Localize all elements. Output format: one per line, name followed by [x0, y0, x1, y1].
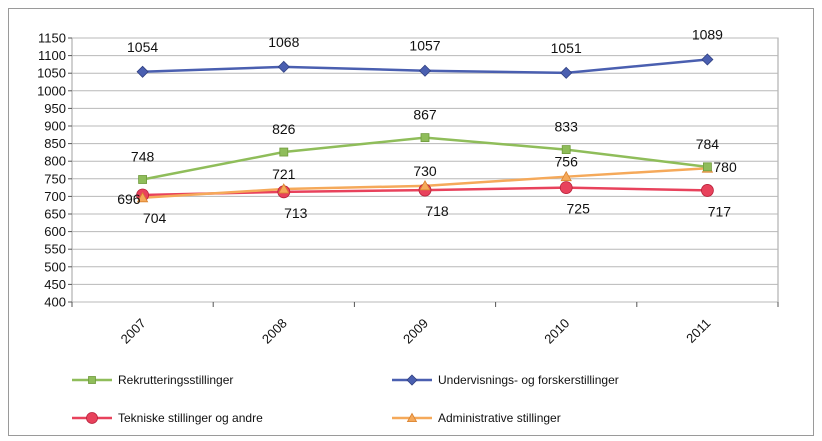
data-label: 725: [567, 201, 591, 217]
x-tick-label: 2009: [400, 316, 431, 347]
data-label: 867: [413, 107, 437, 123]
x-tick-label: 2010: [541, 316, 572, 347]
data-label: 784: [696, 136, 720, 152]
legend-marker: [86, 412, 98, 424]
y-tick-label: 1100: [38, 48, 66, 63]
data-label: 748: [131, 149, 155, 165]
y-tick-label: 500: [44, 259, 66, 274]
y-tick-label: 1050: [37, 66, 66, 81]
data-point: [701, 53, 714, 66]
y-tick-label: 900: [44, 119, 66, 134]
data-label: 717: [708, 203, 732, 219]
data-label: 1057: [409, 38, 440, 54]
data-label: 713: [284, 205, 308, 221]
legend-label: Tekniske stillinger og andre: [118, 411, 263, 425]
y-tick-label: 1000: [37, 83, 66, 98]
data-point: [560, 170, 572, 182]
data-point: [559, 181, 573, 195]
data-label: 730: [413, 163, 437, 179]
data-label: 833: [555, 119, 579, 135]
data-point: [560, 66, 573, 79]
y-tick-label: 950: [44, 101, 66, 116]
data-label: 718: [425, 203, 449, 219]
data-point: [277, 60, 290, 73]
legend-marker: [406, 412, 418, 423]
y-tick-label: 800: [44, 154, 66, 169]
data-label: 696: [117, 191, 141, 207]
data-label: 1051: [551, 40, 582, 56]
legend-marker: [406, 374, 418, 386]
data-label: 1089: [692, 26, 723, 42]
y-tick-label: 850: [44, 136, 66, 151]
y-tick-label: 700: [44, 189, 66, 204]
data-point: [138, 175, 148, 184]
data-point: [419, 180, 431, 191]
data-label: 1054: [127, 39, 158, 55]
x-tick-label: 2008: [259, 316, 290, 347]
data-point: [418, 64, 432, 77]
data-label: 826: [272, 121, 296, 137]
chart-frame: [8, 8, 814, 436]
x-tick-label: 2007: [118, 316, 149, 347]
data-point: [701, 184, 714, 197]
data-label: 721: [272, 166, 296, 182]
data-point: [279, 147, 289, 157]
y-tick-label: 550: [44, 242, 66, 257]
legend-label: Rekrutteringsstillinger: [118, 373, 233, 387]
legend-label: Administrative stillinger: [438, 411, 561, 425]
data-label: 1068: [268, 34, 299, 50]
data-label: 704: [143, 210, 167, 226]
data-point: [420, 133, 430, 143]
data-point: [136, 65, 149, 78]
x-tick-label: 2011: [683, 316, 713, 346]
y-tick-label: 650: [44, 207, 66, 222]
legend-label: Undervisnings- og forskerstillinger: [438, 373, 619, 387]
data-point: [561, 145, 571, 154]
data-label: 780: [713, 159, 737, 175]
y-tick-label: 450: [44, 277, 66, 292]
data-point: [703, 162, 712, 172]
y-tick-label: 750: [44, 171, 66, 186]
data-point: [278, 183, 290, 194]
legend-marker: [88, 376, 96, 384]
y-tick-label: 1150: [38, 31, 66, 46]
y-tick-label: 600: [44, 224, 66, 239]
y-tick-label: 400: [44, 295, 66, 310]
data-label: 756: [555, 154, 579, 170]
data-point: [136, 191, 149, 203]
